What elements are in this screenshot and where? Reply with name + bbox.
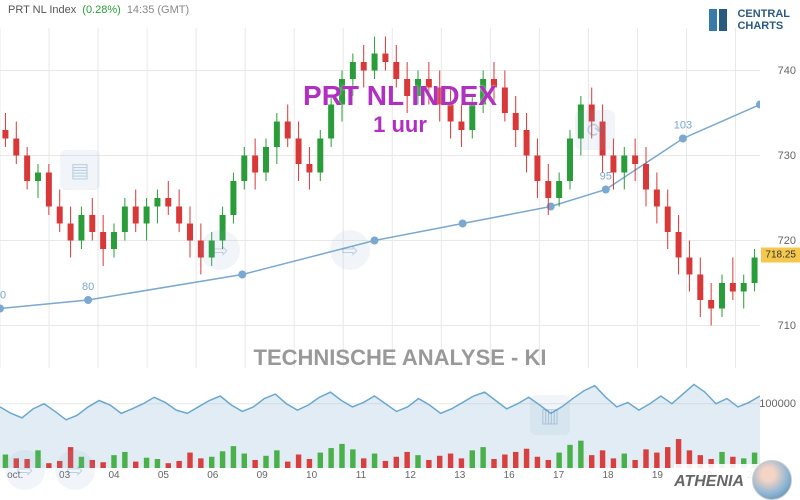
svg-text:103: 103 xyxy=(674,120,692,132)
assistant-label: ATHENIA xyxy=(674,473,744,491)
volume-chart[interactable] xyxy=(0,378,760,468)
watermark-icon: ⇨ xyxy=(330,230,370,270)
chart-header: PRT NL Index (0.28%) 14:35 (GMT) xyxy=(8,4,189,16)
price-y-axis: 710720730740718.25 xyxy=(760,28,800,368)
volume-y-axis: 100000 xyxy=(760,378,800,468)
instrument-pct: (0.28%) xyxy=(82,4,121,16)
instrument-name: PRT NL Index xyxy=(8,4,76,16)
watermark-icon: ⇨ xyxy=(5,450,45,490)
price-chart[interactable]: 80 80 95 103 xyxy=(0,28,760,368)
x-axis: oct.030405060910111213161718192023 xyxy=(0,470,760,490)
watermark-icon: ⟳ xyxy=(575,110,615,150)
bottom-bar: ATHENIA xyxy=(674,464,800,500)
watermark-icon: ▤ xyxy=(60,150,100,190)
watermark-icon: ⇨ xyxy=(200,230,240,270)
assistant-avatar[interactable] xyxy=(752,460,792,500)
svg-text:80: 80 xyxy=(82,281,94,293)
timestamp: 14:35 (GMT) xyxy=(127,4,189,16)
watermark-icon: ⇨ xyxy=(55,450,95,490)
svg-text:80: 80 xyxy=(0,290,6,302)
current-price-tag: 718.25 xyxy=(761,248,800,263)
watermark-icon: ▥ xyxy=(530,395,570,435)
svg-text:95: 95 xyxy=(600,171,612,183)
